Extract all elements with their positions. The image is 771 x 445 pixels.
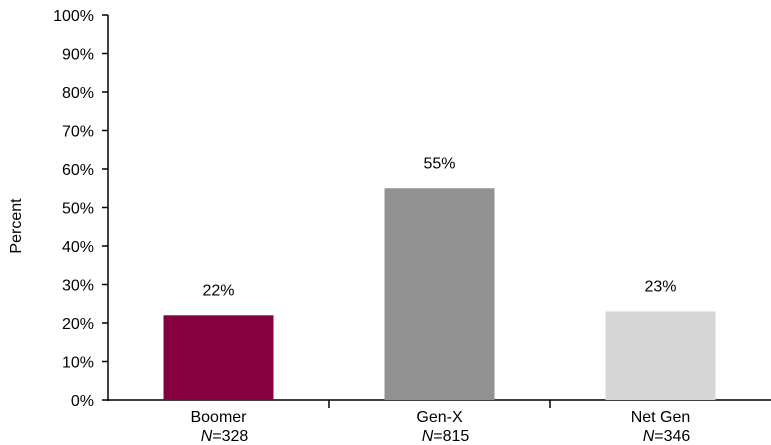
bars: [163, 188, 716, 400]
y-axis: 0% 10% 20% 30% 40% 50% 60% 70% 80% 90% 100%: [53, 8, 109, 410]
sample-size-symbol: N: [201, 428, 213, 445]
x-tick-label: Boomer: [190, 409, 247, 426]
y-tick-label: 20%: [62, 316, 94, 333]
bar-boomer: [163, 315, 274, 400]
bar-net-gen: [605, 311, 716, 400]
data-label: 22%: [202, 282, 234, 299]
sample-size-value: =815: [433, 428, 469, 445]
sample-size-label: N=328: [201, 428, 249, 445]
y-tick-label: 50%: [62, 201, 94, 218]
y-tick-label: 30%: [62, 278, 94, 295]
y-tick-label: 100%: [53, 8, 94, 25]
sample-size-label: N=346: [643, 428, 691, 445]
y-tick-label: 40%: [62, 239, 94, 256]
sample-size-symbol: N: [422, 428, 434, 445]
data-labels: 22% 55% 23%: [202, 155, 676, 299]
y-tick-label: 10%: [62, 355, 94, 372]
data-label: 55%: [423, 155, 455, 172]
y-axis-title: Percent: [8, 198, 25, 254]
y-tick-label: 60%: [62, 162, 94, 179]
sample-size-label: N=815: [422, 428, 470, 445]
data-label: 23%: [644, 278, 676, 295]
y-tick-label: 0%: [71, 393, 94, 410]
y-tick-label: 90%: [62, 47, 94, 64]
sample-size-symbol: N: [643, 428, 655, 445]
x-tick-label: Gen-X: [416, 409, 463, 426]
bar-gen-x: [384, 188, 495, 400]
y-tick-label: 80%: [62, 85, 94, 102]
y-tick-label: 70%: [62, 124, 94, 141]
sample-size-value: =328: [212, 428, 248, 445]
x-tick-label: Net Gen: [631, 409, 691, 426]
sample-size-value: =346: [654, 428, 690, 445]
